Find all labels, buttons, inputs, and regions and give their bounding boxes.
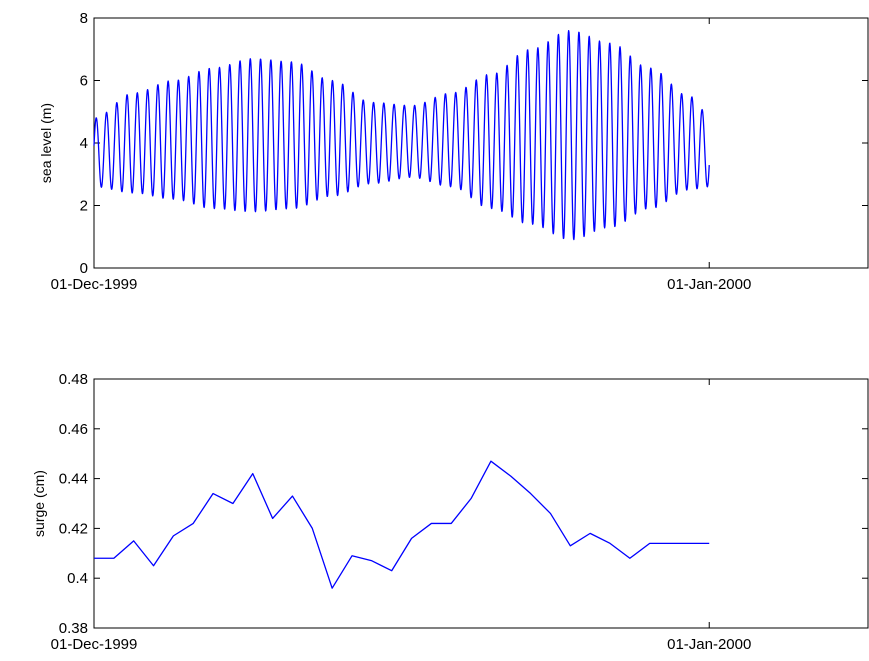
y-tick-label: 0.4 xyxy=(67,570,88,587)
plot-area xyxy=(93,17,869,269)
y-tick-label: 0.44 xyxy=(59,471,88,488)
series-line-1 xyxy=(94,460,710,589)
x-tick-label: 01-Dec-1999 xyxy=(51,636,138,653)
y-tick-label: 0.46 xyxy=(59,421,88,438)
y-tick-label: 2 xyxy=(80,198,88,215)
y-tick-label: 4 xyxy=(80,135,88,152)
y-axis-label: surge (cm) xyxy=(31,470,47,537)
y-tick-label: 8 xyxy=(80,10,88,27)
x-tick-label: 01-Jan-2000 xyxy=(667,276,751,293)
y-tick-label: 0.48 xyxy=(59,371,88,388)
y-tick-label: 0.38 xyxy=(59,620,88,637)
y-tick-label: 0.42 xyxy=(59,520,88,537)
y-tick-label: 0 xyxy=(80,260,88,277)
plot-area xyxy=(93,378,869,629)
series-line-1 xyxy=(93,29,710,241)
y-axis-label: sea level (m) xyxy=(38,103,54,183)
chart-panel-2: 0.38 0.4 0.42 0.44 0.46 0.48 01-Dec-1999 01-Jan… xyxy=(31,371,869,653)
y-tick-label: 6 xyxy=(80,73,88,90)
x-tick-label: 01-Jan-2000 xyxy=(667,636,751,653)
x-tick-label: 01-Dec-1999 xyxy=(51,276,138,293)
chart-panel-1: 0 2 4 6 8 01-Dec-1999 01-Jan-2000 sea level (m) xyxy=(38,10,869,293)
